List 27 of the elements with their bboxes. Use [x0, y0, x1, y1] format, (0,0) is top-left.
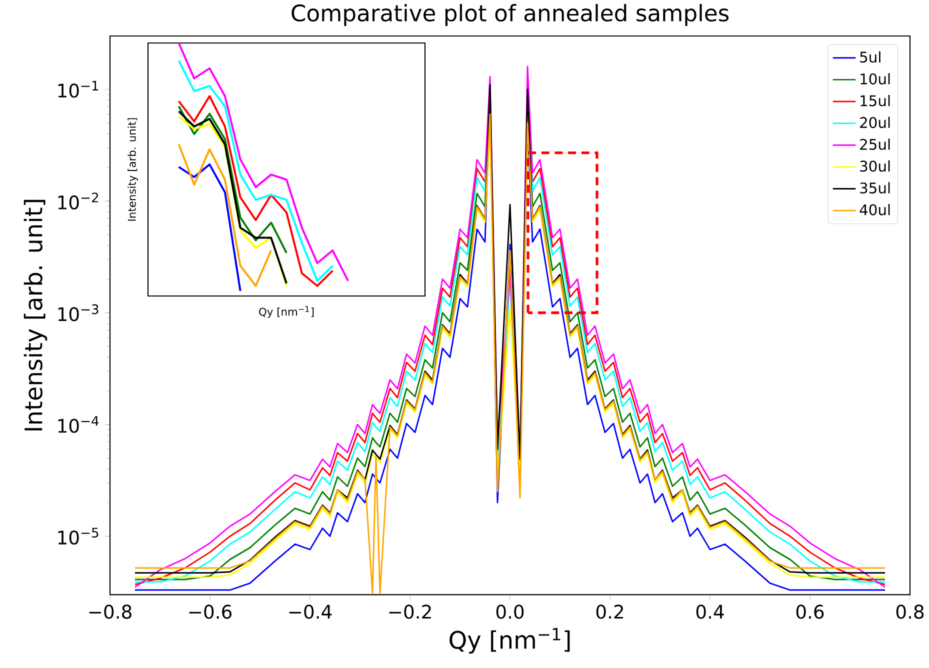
x-axis-title: Qy [nm$^{−1}$]	[259, 306, 314, 318]
y-tick-label: 10$^{−5}$	[58, 528, 98, 545]
legend-label: 30ul	[860, 160, 890, 172]
legend-label: 35ul	[860, 182, 890, 194]
x-tick-label: 0.2	[596, 604, 623, 619]
y-axis-title: Intensity [arb. unit]	[24, 200, 48, 430]
legend-label: 5ul	[860, 51, 880, 63]
legend-label: 25ul	[860, 138, 890, 150]
x-axis-title: Qy [nm$^{−1}$]	[450, 628, 570, 654]
x-tick-label: 0.6	[796, 604, 824, 619]
x-tick-label: −0.8	[89, 604, 132, 619]
legend-label: 15ul	[860, 94, 890, 106]
y-tick-label: 10$^{−4}$	[58, 416, 99, 433]
x-tick-label: 0.0	[496, 604, 524, 619]
y-tick-label: 10$^{−2}$	[58, 192, 98, 210]
legend-label: 40ul	[860, 204, 890, 216]
legend-label: 20ul	[860, 116, 890, 128]
chart-title: Comparative plot of annealed samples	[292, 4, 729, 26]
x-tick-label: −0.6	[189, 604, 232, 619]
x-tick-label: 0.4	[696, 604, 724, 619]
x-tick-label: −0.2	[389, 604, 431, 619]
y-axis-title: Intensity [arb. unit]	[128, 118, 138, 221]
x-tick-label: −0.4	[289, 604, 332, 619]
legend-label: 10ul	[860, 73, 890, 84]
y-tick-label: 10$^{−3}$	[58, 304, 98, 322]
x-tick-label: 0.8	[896, 604, 924, 619]
y-tick-label: 10$^{−1}$	[58, 80, 98, 98]
